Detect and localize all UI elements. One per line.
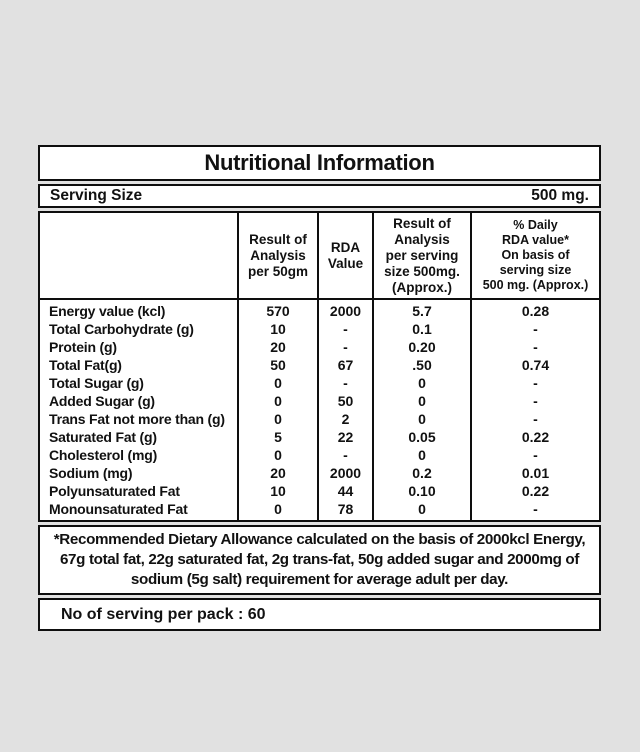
nutrient-name: Cholesterol (mg) — [40, 446, 239, 464]
nutrient-value-rda: - — [318, 320, 374, 338]
nutrient-value-per500: .50 — [373, 356, 472, 374]
nutrition-label: Nutritional Information Serving Size 500… — [38, 145, 601, 631]
nutrient-value-per50: 0 — [238, 392, 319, 410]
nutrient-value-per50: 10 — [238, 320, 319, 338]
nutrient-value-per50: 5 — [238, 428, 319, 446]
nutrient-value-daily: - — [533, 339, 538, 355]
nutrient-value-daily: - — [533, 501, 538, 517]
nutrient-value-daily: 0.74 — [521, 357, 550, 373]
nutrient-value-per500: 0 — [373, 500, 472, 520]
nutrient-value-per500: 0 — [373, 374, 472, 392]
column-header-result-per-serving-label: Result of Analysis per serving size 500m… — [384, 215, 460, 295]
nutrient-name: Polyunsaturated Fat — [40, 482, 239, 500]
column-header-result-per-50gm: Result of Analysis per 50gm — [238, 213, 319, 300]
nutrient-value-rda: 44 — [318, 482, 374, 500]
nutrient-value-per500: 0.1 — [373, 320, 472, 338]
nutrient-name: Sodium (mg) — [40, 464, 239, 482]
nutrient-value-daily: 0.22 — [521, 429, 550, 445]
nutrient-value-per50: 0 — [238, 410, 319, 428]
nutrient-value-rda: 2 — [318, 410, 374, 428]
nutrient-value-per50: 10 — [238, 482, 319, 500]
page-title: Nutritional Information — [204, 150, 435, 175]
nutrient-value-per50: 20 — [238, 338, 319, 356]
nutrient-value-daily: - — [533, 447, 538, 463]
rda-footnote-text: *Recommended Dietary Allowance calculate… — [53, 531, 586, 588]
column-header-nutrient — [40, 213, 239, 300]
nutrient-value-rda: 78 — [318, 500, 374, 520]
nutrient-value-rda: 50 — [318, 392, 374, 410]
nutrient-value-rda: 2000 — [318, 299, 374, 320]
nutrient-value-daily: - — [533, 411, 538, 427]
serving-size-value: 500 mg. — [531, 187, 589, 204]
nutrient-row: Total Sugar (g) 0-0- — [40, 374, 599, 392]
nutrient-row: Polyunsaturated Fat 10 44 0.10 0.22 — [40, 482, 599, 500]
nutrient-value-per50: 570 — [238, 299, 319, 320]
nutrient-value-rda: - — [318, 374, 374, 392]
nutrient-name: Added Sugar (g) — [40, 392, 239, 410]
nutrient-name: Trans Fat not more than (g) — [40, 410, 239, 428]
nutrient-value-per500: 0.10 — [373, 482, 472, 500]
serving-size-label: Serving Size — [50, 187, 143, 204]
nutrition-table-section: Result of Analysis per 50gm RDA Value Re… — [38, 211, 601, 522]
nutrient-value-per500: 0.2 — [373, 464, 472, 482]
nutrient-value-daily: 0.01 — [521, 465, 550, 481]
nutrient-row: Protein (g) 20-0.20- — [40, 338, 599, 356]
nutrient-row: Saturated Fat (g) 5 22 0.05 0.22 — [40, 428, 599, 446]
nutrient-value-rda: 67 — [318, 356, 374, 374]
nutrient-value-daily: 0.28 — [521, 303, 550, 319]
nutrient-name: Total Carbohydrate (g) — [40, 320, 239, 338]
nutrient-value-per50: 0 — [238, 446, 319, 464]
nutrient-value-daily: - — [533, 375, 538, 391]
nutrient-value-daily: 0.22 — [521, 483, 550, 499]
column-header-rda-value-label: RDA Value — [327, 239, 364, 271]
nutrient-row: Cholesterol (mg) 0-0- — [40, 446, 599, 464]
column-header-result-per-50gm-label: Result of Analysis per 50gm — [247, 231, 309, 279]
column-header-daily-rda-percent: % Daily RDA value* On basis of serving s… — [471, 213, 599, 300]
title-section: Nutritional Information — [38, 145, 601, 181]
nutrient-row: Monounsaturated Fat 0 78 0- — [40, 500, 599, 520]
nutrient-value-per500: 0 — [373, 392, 472, 410]
nutrient-row: Trans Fat not more than (g) 0 2 0- — [40, 410, 599, 428]
serving-size-section: Serving Size 500 mg. — [38, 184, 601, 208]
nutrient-row: Energy value (kcl) 570 2000 5.7 0.28 — [40, 299, 599, 320]
nutrient-name: Energy value (kcl) — [40, 299, 239, 320]
nutrient-row: Total Fat(g) 50 67.50 0.74 — [40, 356, 599, 374]
nutrient-value-per500: 0 — [373, 446, 472, 464]
column-header-result-per-serving: Result of Analysis per serving size 500m… — [373, 213, 472, 300]
servings-per-pack-text: No of serving per pack : 60 — [61, 605, 266, 623]
rda-footnote-section: *Recommended Dietary Allowance calculate… — [38, 525, 601, 595]
nutrient-value-daily: - — [533, 321, 538, 337]
nutrient-row: Total Carbohydrate (g) 10-0.1- — [40, 320, 599, 338]
column-header-rda-value: RDA Value — [318, 213, 374, 300]
nutrient-value-rda: - — [318, 446, 374, 464]
nutrient-name: Protein (g) — [40, 338, 239, 356]
servings-per-pack-section: No of serving per pack : 60 — [38, 598, 601, 631]
nutrient-name: Saturated Fat (g) — [40, 428, 239, 446]
nutrient-value-per50: 50 — [238, 356, 319, 374]
nutrient-name: Total Sugar (g) — [40, 374, 239, 392]
nutrient-row: Added Sugar (g) 0 50 0- — [40, 392, 599, 410]
nutrient-value-per500: 5.7 — [373, 299, 472, 320]
nutrient-value-per500: 0 — [373, 410, 472, 428]
table-header-row: Result of Analysis per 50gm RDA Value Re… — [40, 213, 599, 300]
nutrient-value-rda: 2000 — [318, 464, 374, 482]
nutrient-value-per500: 0.05 — [373, 428, 472, 446]
nutrient-value-per50: 0 — [238, 374, 319, 392]
nutrient-value-daily: - — [533, 393, 538, 409]
nutrient-value-per500: 0.20 — [373, 338, 472, 356]
nutrient-name: Monounsaturated Fat — [40, 500, 239, 520]
nutrient-value-per50: 20 — [238, 464, 319, 482]
column-header-daily-rda-percent-label: % Daily RDA value* On basis of serving s… — [482, 218, 589, 292]
nutrient-value-per50: 0 — [238, 500, 319, 520]
nutrient-row: Sodium (mg) 20 2000 0.2 0.01 — [40, 464, 599, 482]
nutrient-value-rda: 22 — [318, 428, 374, 446]
nutrient-name: Total Fat(g) — [40, 356, 239, 374]
nutrient-value-rda: - — [318, 338, 374, 356]
nutrition-table-body: Energy value (kcl) 570 2000 5.7 0.28 Total Ca… — [40, 299, 599, 520]
nutrition-table: Result of Analysis per 50gm RDA Value Re… — [40, 213, 599, 520]
